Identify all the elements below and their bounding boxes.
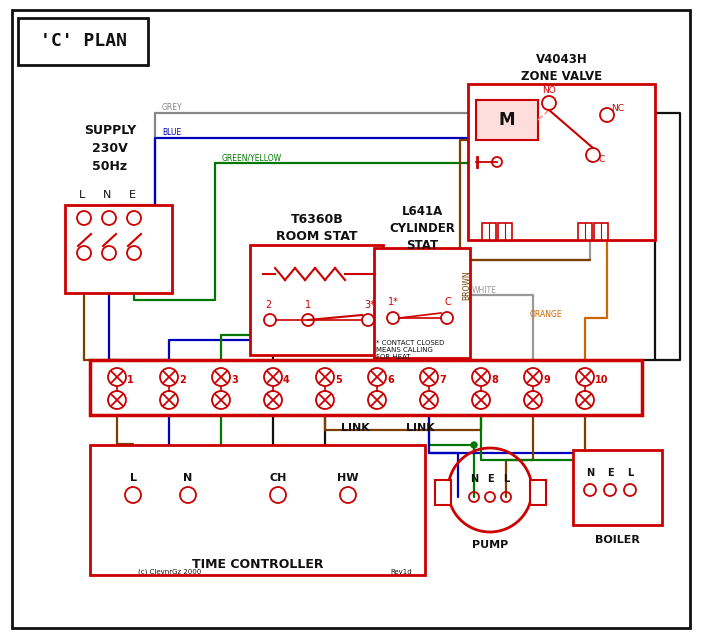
Text: NO: NO xyxy=(542,86,556,95)
Text: GREEN/YELLOW: GREEN/YELLOW xyxy=(222,153,282,162)
Text: (c) ClevnrGz 2000: (c) ClevnrGz 2000 xyxy=(138,569,201,575)
Text: 3*: 3* xyxy=(364,300,376,310)
Text: E: E xyxy=(607,468,614,478)
Text: 4: 4 xyxy=(283,375,290,385)
Text: E: E xyxy=(128,190,135,200)
FancyBboxPatch shape xyxy=(476,100,538,140)
Circle shape xyxy=(471,442,477,448)
FancyBboxPatch shape xyxy=(65,205,172,293)
Text: L: L xyxy=(129,473,136,483)
Text: N: N xyxy=(586,468,594,478)
FancyBboxPatch shape xyxy=(90,445,425,575)
Text: C: C xyxy=(444,297,451,307)
Text: N: N xyxy=(102,190,111,200)
Bar xyxy=(594,223,608,240)
Text: 9: 9 xyxy=(543,375,550,385)
Text: L: L xyxy=(503,474,509,484)
FancyBboxPatch shape xyxy=(374,248,470,358)
Text: 7: 7 xyxy=(439,375,446,385)
FancyBboxPatch shape xyxy=(250,245,383,355)
Text: L: L xyxy=(627,468,633,478)
Text: N: N xyxy=(470,474,478,484)
Text: 3: 3 xyxy=(231,375,238,385)
Text: GREY: GREY xyxy=(162,103,183,112)
Text: 5: 5 xyxy=(335,375,342,385)
Text: C: C xyxy=(599,155,605,164)
Bar xyxy=(498,223,512,240)
FancyBboxPatch shape xyxy=(12,10,690,628)
Text: PUMP: PUMP xyxy=(472,540,508,550)
Bar xyxy=(578,223,592,240)
FancyBboxPatch shape xyxy=(18,18,148,65)
Text: TIME CONTROLLER: TIME CONTROLLER xyxy=(192,558,324,572)
Text: L: L xyxy=(79,190,85,200)
Bar xyxy=(482,223,496,240)
Text: LINK: LINK xyxy=(406,423,435,433)
FancyBboxPatch shape xyxy=(573,450,662,525)
Text: WHITE: WHITE xyxy=(472,286,497,295)
Text: BLUE: BLUE xyxy=(162,128,181,137)
Text: 'C' PLAN: 'C' PLAN xyxy=(39,32,126,50)
FancyBboxPatch shape xyxy=(90,360,642,415)
Text: * CONTACT CLOSED
MEANS CALLING
FOR HEAT: * CONTACT CLOSED MEANS CALLING FOR HEAT xyxy=(376,340,444,360)
Text: BROWN: BROWN xyxy=(462,271,471,300)
Text: N: N xyxy=(183,473,192,483)
Text: 1: 1 xyxy=(305,300,311,310)
Text: SUPPLY
230V
50Hz: SUPPLY 230V 50Hz xyxy=(84,124,136,172)
Text: 1*: 1* xyxy=(388,297,399,307)
Text: 1: 1 xyxy=(127,375,134,385)
Text: NC: NC xyxy=(611,104,625,113)
Text: Rev1d: Rev1d xyxy=(390,569,411,575)
Text: 2: 2 xyxy=(179,375,186,385)
Text: ORANGE: ORANGE xyxy=(530,310,562,319)
Bar xyxy=(530,480,546,505)
Text: LINK: LINK xyxy=(340,423,369,433)
Text: HW: HW xyxy=(337,473,359,483)
Text: 2: 2 xyxy=(265,300,271,310)
Text: M: M xyxy=(498,111,515,129)
Bar xyxy=(435,480,451,505)
Text: 6: 6 xyxy=(387,375,394,385)
FancyBboxPatch shape xyxy=(468,84,655,240)
Text: L641A
CYLINDER
STAT: L641A CYLINDER STAT xyxy=(389,204,455,251)
Text: E: E xyxy=(486,474,494,484)
Text: CH: CH xyxy=(270,473,286,483)
Text: 10: 10 xyxy=(595,375,609,385)
Text: V4043H
ZONE VALVE: V4043H ZONE VALVE xyxy=(522,53,602,83)
Text: T6360B
ROOM STAT: T6360B ROOM STAT xyxy=(277,213,358,243)
Text: 8: 8 xyxy=(491,375,498,385)
Text: BOILER: BOILER xyxy=(595,535,640,545)
